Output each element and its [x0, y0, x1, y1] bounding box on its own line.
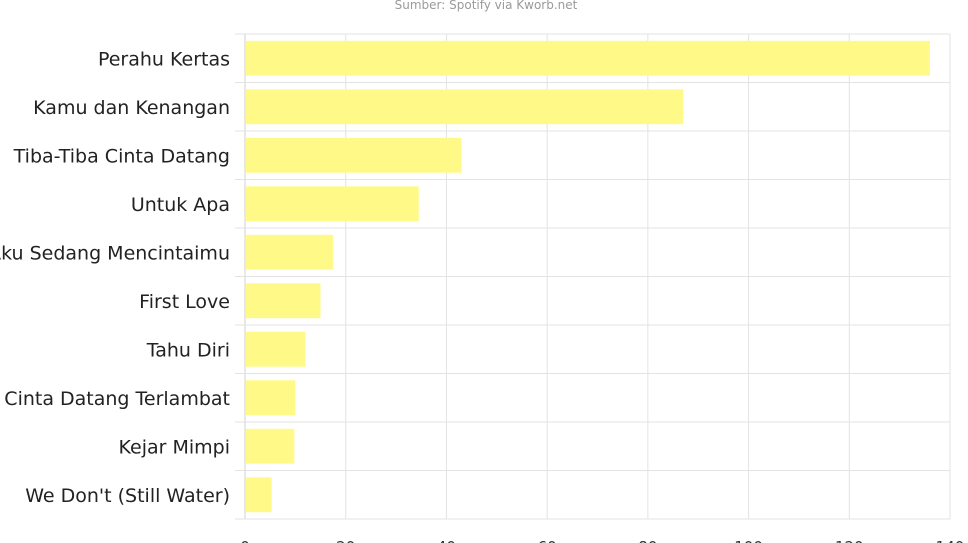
bar	[246, 234, 334, 270]
x-tick-labels: 0 20 40 60 80 100 120 140	[240, 538, 964, 543]
x-tick-label: 80	[638, 538, 657, 543]
bar	[246, 428, 295, 464]
category-label: Kejar Mimpi	[119, 436, 231, 458]
category-label: We Don't (Still Water)	[25, 485, 230, 507]
category-label: Aku Sedang Mencintaimu	[0, 242, 230, 264]
category-label: Cinta Datang Terlambat	[4, 388, 230, 410]
bar	[246, 477, 272, 513]
category-label: First Love	[139, 291, 230, 313]
bar	[246, 186, 419, 222]
bar	[246, 40, 930, 76]
bars	[246, 40, 930, 513]
category-label: Untuk Apa	[131, 194, 230, 216]
bar	[246, 283, 321, 319]
bar	[246, 380, 296, 416]
category-label: Kamu dan Kenangan	[33, 97, 230, 119]
x-tick-label: 40	[437, 538, 456, 543]
x-tick-label: 60	[538, 538, 557, 543]
x-tick-label: 120	[835, 538, 864, 543]
bar	[246, 89, 684, 125]
category-label: Tiba-Tiba Cinta Datang	[13, 145, 230, 167]
x-tick-label: 100	[734, 538, 763, 543]
category-label: Tahu Diri	[146, 339, 230, 361]
chart-subtitle: Sumber: Spotify via Kworb.net	[395, 0, 578, 12]
x-tick-label: 0	[240, 538, 250, 543]
x-tick-label: 140	[936, 538, 965, 543]
bar	[246, 137, 462, 173]
x-tick-label: 20	[336, 538, 355, 543]
bar	[246, 331, 306, 367]
category-labels: Perahu Kertas Kamu dan Kenangan Tiba-Tiba …	[0, 48, 230, 507]
gridlines	[235, 33, 951, 520]
category-label: Perahu Kertas	[98, 48, 230, 70]
